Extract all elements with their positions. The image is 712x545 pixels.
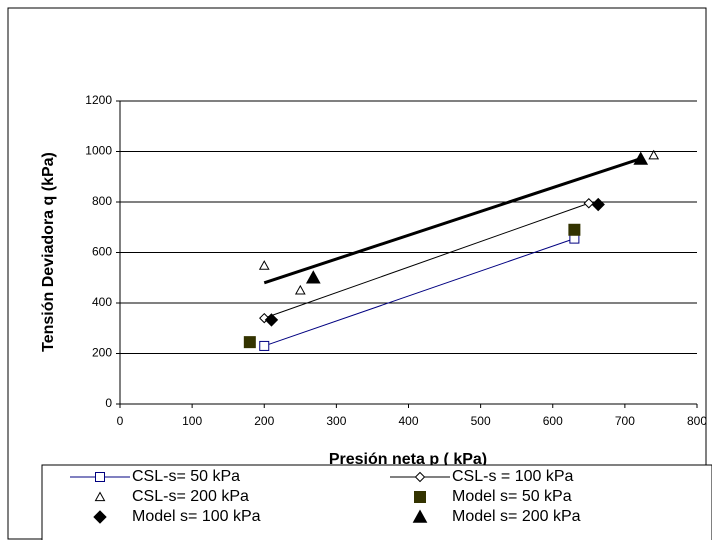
x-tick-label: 200 (254, 414, 274, 428)
y-tick-label: 800 (92, 194, 112, 208)
y-tick-label: 200 (92, 346, 112, 360)
marker (258, 260, 270, 270)
x-tick-label: 600 (543, 414, 563, 428)
series-line (264, 202, 589, 319)
y-tick-label: 1200 (85, 93, 112, 107)
x-tick-label: 400 (398, 414, 418, 428)
chart-border (7, 7, 707, 540)
x-tick-label: 700 (615, 414, 635, 428)
legend-marker (95, 472, 105, 482)
marker (259, 340, 270, 351)
legend-box (41, 464, 712, 545)
y-axis-title: Tensión Deviadora q (kPa) (40, 152, 57, 352)
y-tick-label: 400 (92, 295, 112, 309)
legend-label: Model s= 100 kPa (132, 508, 261, 525)
legend-label: Model s= 50 kPa (452, 488, 572, 505)
y-tick-label: 0 (105, 396, 112, 410)
legend-label: Model s= 200 kPa (452, 508, 581, 525)
x-tick-label: 800 (687, 414, 707, 428)
legend-marker (93, 510, 107, 524)
series-line (264, 238, 575, 347)
x-tick-label: 500 (471, 414, 491, 428)
marker (583, 198, 595, 209)
marker (591, 197, 605, 212)
marker (568, 223, 581, 236)
x-tick-label: 0 (117, 414, 124, 428)
legend-marker (94, 491, 106, 502)
marker (264, 313, 279, 327)
y-tick-label: 600 (92, 245, 112, 259)
marker (648, 149, 660, 160)
legend-marker (414, 491, 426, 503)
marker (243, 336, 256, 349)
marker (294, 284, 306, 295)
legend-marker (412, 509, 428, 523)
x-tick-label: 100 (182, 414, 202, 428)
legend-label: CSL-s= 200 kPa (132, 488, 249, 505)
legend-label: CSL-s = 100 kPa (452, 468, 574, 485)
marker (633, 151, 649, 165)
y-tick-label: 1000 (85, 144, 112, 158)
trendline (263, 157, 640, 285)
legend-marker (414, 471, 426, 483)
marker (305, 270, 321, 284)
legend-label: CSL-s= 50 kPa (132, 468, 240, 485)
x-tick-label: 300 (326, 414, 346, 428)
x-axis-title: Presión neta p ( kPa) (329, 451, 487, 468)
